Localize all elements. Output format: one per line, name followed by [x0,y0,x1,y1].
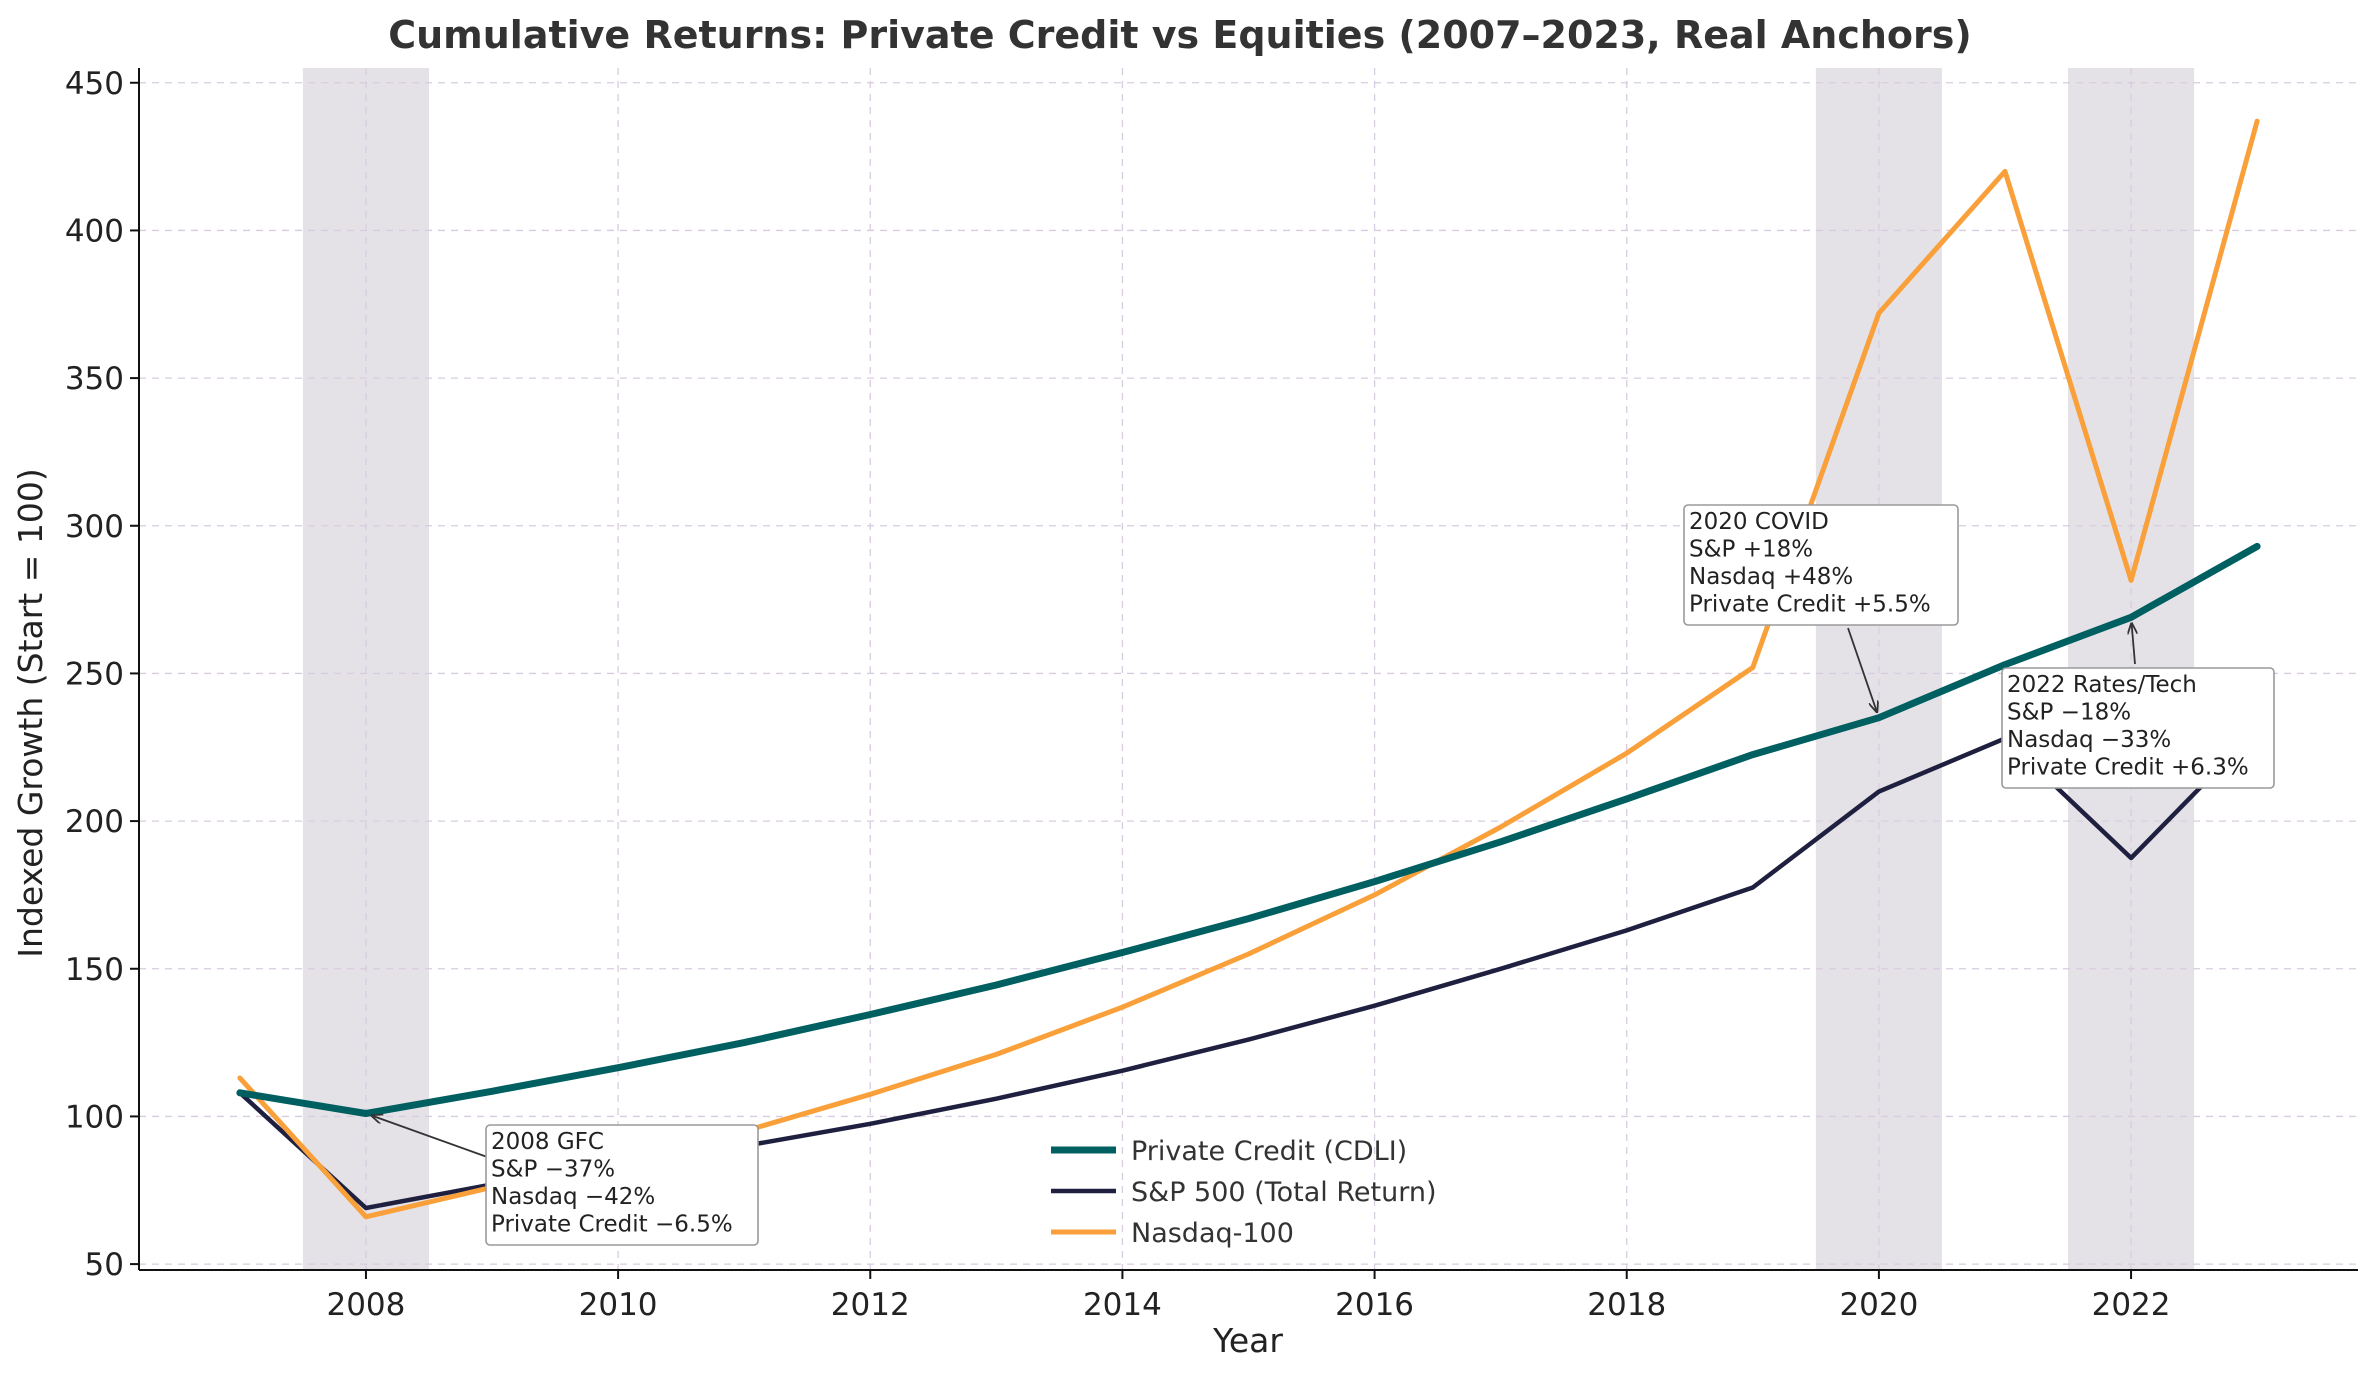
axes [138,68,2358,1271]
legend: Private Credit (CDLI) S&P 500 (Total Retu… [1051,1136,1436,1249]
y-tick-label-350: 350 [65,361,124,397]
annotation-line-covid-3: Private Credit +5.5% [1689,592,1931,618]
x-tick-label-2020: 2020 [1839,1287,1918,1323]
chart-title: Cumulative Returns: Private Credit vs Eq… [388,13,1972,57]
x-tick-label-2018: 2018 [1587,1287,1666,1323]
series-line-private-credit-cdli [236,542,2261,1117]
y-tick-label-300: 300 [65,509,124,545]
x-axis-title: Year [1212,1321,1283,1360]
annotation-arrow-gfc [372,1116,491,1159]
x-tick-label-2016: 2016 [1335,1287,1414,1323]
annotation-arrow-rates [2132,623,2135,665]
annotation-line-rates-3: Private Credit +6.3% [2007,755,2249,781]
tick-labels: 2008 2010 2012 2014 2016 2018 2020 2022 50 100 150… [65,66,2171,1323]
annotation-line-rates-0: 2022 Rates/Tech [2007,672,2197,698]
annotation-arrow-covid [1847,627,1877,712]
annotation-line-covid-2: Nasdaq +48% [1689,564,1853,590]
annotation-line-gfc-3: Private Credit −6.5% [491,1212,733,1238]
y-tick-label-400: 400 [65,213,124,249]
series-lines [236,118,2261,1220]
legend-label-nasdaq-100: Nasdaq-100 [1131,1218,1294,1249]
y-tick-label-50: 50 [85,1247,124,1283]
annotation-line-gfc-0: 2008 GFC [491,1129,604,1155]
annotation-box-covid [1683,504,1959,626]
annotation-line-covid-0: 2020 COVID [1689,509,1829,535]
annotation-box-rates [2001,667,2275,789]
legend-label-private-credit-cdli: Private Credit (CDLI) [1131,1136,1407,1167]
annotation-line-gfc-2: Nasdaq −42% [491,1184,655,1210]
y-tick-label-200: 200 [65,804,124,840]
legend-label-s-p-500-total-return: S&P 500 (Total Return) [1131,1177,1436,1208]
x-tick-label-2008: 2008 [326,1287,405,1323]
y-tick-label-150: 150 [65,952,124,988]
annotation-line-rates-2: Nasdaq −33% [2007,727,2171,753]
annotation-line-rates-1: S&P −18% [2007,700,2131,726]
y-tick-label-100: 100 [65,1099,124,1135]
x-tick-label-2010: 2010 [579,1287,658,1323]
y-axis-title: Indexed Growth (Start = 100) [11,468,50,958]
x-tick-label-2014: 2014 [1083,1287,1162,1323]
shaded-regions [302,68,2195,1270]
annotation-line-gfc-1: S&P −37% [491,1157,615,1183]
y-tick-label-250: 250 [65,656,124,692]
annotation-box-gfc [485,1124,759,1246]
x-tick-label-2012: 2012 [831,1287,910,1323]
y-tick-label-450: 450 [65,66,124,102]
x-tick-label-2022: 2022 [2092,1287,2171,1323]
series-line-nasdaq-100 [237,118,2260,1220]
annotation-line-covid-1: S&P +18% [1689,537,1813,563]
